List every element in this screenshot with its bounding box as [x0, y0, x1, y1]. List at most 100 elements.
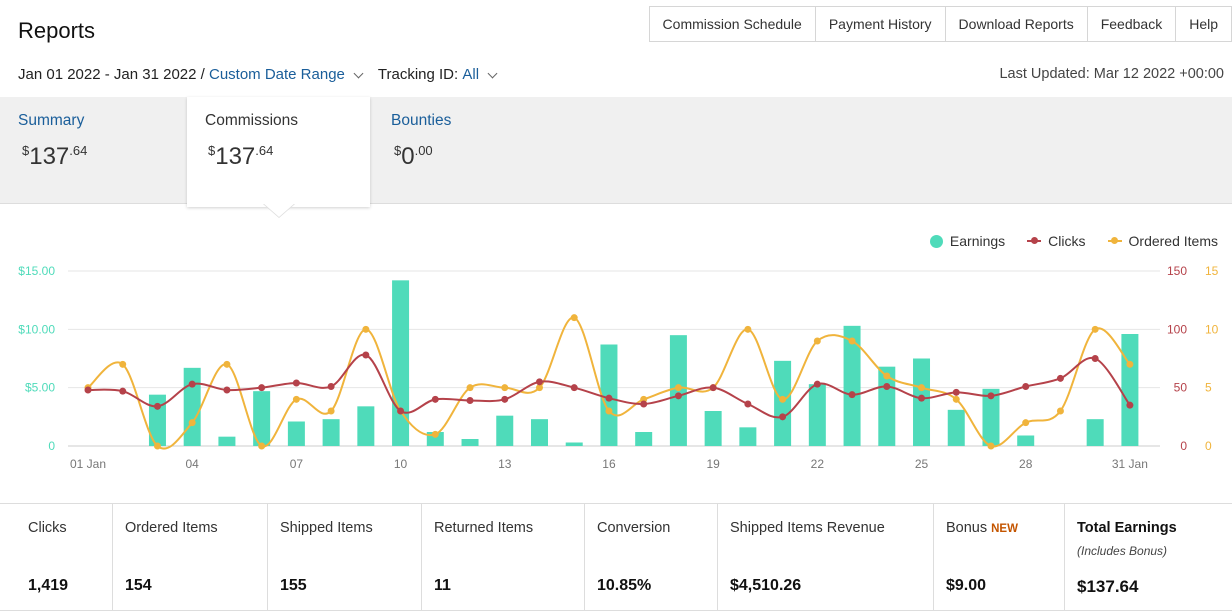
y-right-items-tick-label: 0 — [1205, 439, 1212, 453]
stat-revenue-label: Shipped Items Revenue — [730, 520, 885, 536]
date-range-text: Jan 01 2022 - Jan 31 2022 / — [18, 66, 205, 83]
ordered-items-point — [744, 325, 752, 333]
stat-shipped-label: Shipped Items — [280, 520, 373, 536]
clicks-point — [1056, 374, 1064, 382]
clicks-point — [327, 383, 335, 390]
clicks-point — [883, 383, 891, 390]
ordered-items-point — [1022, 419, 1030, 427]
top-nav: Commission Schedule Payment History Down… — [648, 6, 1232, 42]
clicks-point — [640, 400, 648, 408]
clicks-point — [570, 384, 578, 392]
y-left-tick-label: $10.00 — [18, 322, 55, 336]
ordered-items-point — [1091, 325, 1099, 333]
earnings-chart: 0 $5.00 $10.00 $15.00 0 50 100 150 0 5 10 15 01 Jan 0… — [18, 264, 1219, 471]
ordered-items-point — [119, 360, 127, 368]
stat-returned-label: Returned Items — [434, 520, 534, 536]
earnings-bar — [565, 442, 583, 446]
tab-summary[interactable]: Summary $137.64 — [0, 97, 187, 203]
y-right-clicks-tick-label: 150 — [1167, 264, 1187, 278]
ordered-items-point — [258, 442, 266, 450]
stat-ordered-label: Ordered Items — [125, 520, 218, 536]
stat-total-sub: (Includes Bonus) — [1077, 544, 1168, 558]
stat-returned-value: 11 — [434, 577, 451, 594]
earnings-bar — [322, 419, 340, 446]
tab-bounties[interactable]: Bounties $0.00 — [370, 97, 570, 203]
clicks-point — [501, 395, 509, 403]
ordered-items-point — [570, 314, 578, 322]
earnings-bar — [808, 384, 826, 446]
ordered-items-point — [779, 395, 787, 403]
clicks-point — [362, 351, 370, 359]
earnings-bar — [461, 439, 479, 446]
stat-conversion-value: 10.85% — [597, 577, 652, 594]
clicks-point — [744, 400, 752, 408]
ordered-items-point — [535, 384, 543, 392]
stat-clicks-label: Clicks — [28, 520, 67, 536]
earnings-bar — [1121, 334, 1139, 446]
tab-summary-label[interactable]: Summary — [18, 112, 85, 129]
y-left-tick-label: $5.00 — [25, 381, 55, 395]
nav-help[interactable]: Help — [1176, 7, 1232, 41]
earnings-bar — [496, 415, 514, 446]
stat-returned-items: Returned Items 11 — [422, 504, 585, 610]
clicks-point — [605, 394, 613, 402]
earnings-bar — [739, 427, 757, 446]
stat-clicks-value: 1,419 — [28, 577, 69, 594]
clicks-point — [709, 384, 717, 392]
tab-commissions[interactable]: Commissions $137.64 — [187, 97, 370, 207]
ordered-items-point — [466, 384, 474, 392]
earnings-bar — [530, 419, 548, 446]
chevron-down-icon[interactable] — [353, 68, 364, 78]
stat-bonus-label: Bonus NEW — [946, 520, 1018, 536]
ordered-items-point — [501, 384, 509, 392]
tracking-id-dropdown[interactable]: All — [462, 66, 480, 83]
earnings-bar — [148, 394, 166, 446]
chevron-down-icon[interactable] — [487, 68, 498, 78]
x-tick-label: 25 — [915, 457, 929, 471]
report-header: Reports Commission Schedule Payment Hist… — [0, 0, 1232, 98]
legend-earnings[interactable]: Earnings — [929, 233, 1005, 249]
stat-total-earnings: Total Earnings (Includes Bonus) $137.64 — [1065, 504, 1232, 610]
page-title: Reports — [18, 18, 96, 43]
ordered-items-point — [327, 407, 335, 415]
earnings-bar — [913, 358, 931, 446]
legend-clicks[interactable]: Clicks — [1027, 233, 1086, 249]
stat-ordered-value: 154 — [125, 577, 152, 594]
y-right-items-tick-label: 15 — [1205, 264, 1219, 278]
legend-clicks-label: Clicks — [1048, 233, 1086, 249]
ordered-items-point — [292, 395, 300, 403]
clicks-point — [223, 386, 231, 394]
nav-download-reports[interactable]: Download Reports — [946, 7, 1088, 41]
x-tick-label: 13 — [498, 457, 512, 471]
new-badge: NEW — [991, 523, 1018, 535]
nav-feedback[interactable]: Feedback — [1088, 7, 1177, 41]
earnings-bar — [357, 406, 375, 446]
earnings-marker-icon — [929, 234, 943, 248]
tab-bounties-label[interactable]: Bounties — [391, 112, 452, 129]
stat-bonus: Bonus NEW $9.00 — [934, 504, 1065, 610]
custom-date-range-dropdown[interactable]: Custom Date Range — [208, 66, 345, 83]
y-right-clicks-tick-label: 50 — [1174, 381, 1188, 395]
nav-commission-schedule[interactable]: Commission Schedule — [650, 7, 816, 41]
clicks-point — [918, 394, 926, 402]
stat-clicks: Clicks 1,419 — [0, 504, 113, 610]
earnings-bar — [183, 367, 201, 446]
stat-shipped-items: Shipped Items 155 — [268, 504, 422, 610]
clicks-point — [188, 380, 196, 388]
clicks-point — [535, 378, 543, 386]
y-left-tick-label: 0 — [48, 439, 55, 453]
clicks-point — [1126, 401, 1134, 409]
legend-ordered-label: Ordered Items — [1128, 233, 1218, 249]
ordered-items-point — [848, 337, 856, 345]
active-tab-pointer — [263, 203, 295, 217]
earnings-bar — [982, 388, 1000, 446]
nav-payment-history[interactable]: Payment History — [816, 7, 946, 41]
clicks-point — [848, 391, 856, 399]
clicks-point — [779, 413, 787, 421]
ordered-items-marker-icon — [1107, 237, 1122, 244]
x-tick-label: 22 — [811, 457, 825, 471]
legend-ordered-items[interactable]: Ordered Items — [1107, 233, 1218, 249]
x-tick-label: 10 — [394, 457, 408, 471]
stat-conversion: Conversion 10.85% — [585, 504, 718, 610]
stats-summary: Clicks 1,419 Ordered Items 154 Shipped I… — [0, 503, 1232, 611]
